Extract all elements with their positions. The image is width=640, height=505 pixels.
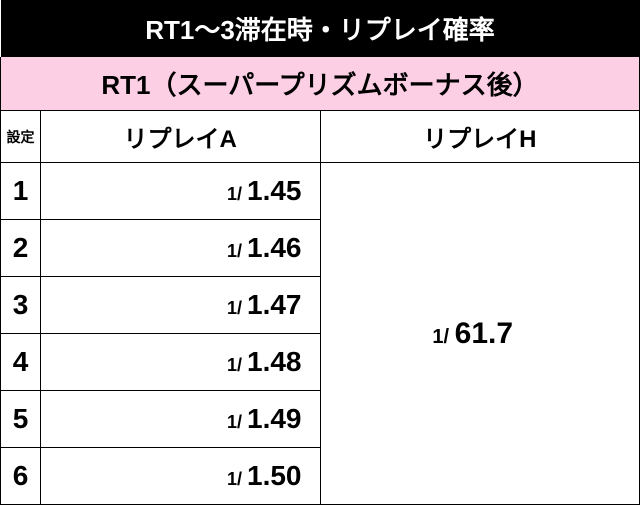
replay-a-value: 1/ 1.50 <box>40 448 320 505</box>
value-prefix: 1/ <box>227 355 247 375</box>
value-number: 61.7 <box>455 317 513 350</box>
value-prefix: 1/ <box>227 184 247 204</box>
subtitle-row: RT1（スーパープリズムボーナス後） <box>1 57 640 111</box>
table-title: RT1～3滞在時・リプレイ確率 <box>1 0 640 57</box>
value-number: 1.49 <box>247 403 302 434</box>
value-prefix: 1/ <box>227 412 247 432</box>
table-subtitle: RT1（スーパープリズムボーナス後） <box>1 57 640 111</box>
value-prefix: 1/ <box>227 241 247 261</box>
value-prefix: 1/ <box>432 326 454 348</box>
replay-a-value: 1/ 1.49 <box>40 391 320 448</box>
value-prefix: 1/ <box>227 469 247 489</box>
setting-value: 3 <box>1 277 41 334</box>
header-replay-h: リプレイH <box>320 111 640 163</box>
setting-value: 5 <box>1 391 41 448</box>
value-number: 1.50 <box>247 460 302 491</box>
replay-a-value: 1/ 1.48 <box>40 334 320 391</box>
setting-value: 2 <box>1 220 41 277</box>
title-row: RT1～3滞在時・リプレイ確率 <box>1 0 640 57</box>
value-number: 1.48 <box>247 346 302 377</box>
setting-value: 6 <box>1 448 41 505</box>
setting-value: 4 <box>1 334 41 391</box>
replay-a-value: 1/ 1.47 <box>40 277 320 334</box>
value-number: 1.45 <box>247 175 302 206</box>
replay-a-value: 1/ 1.46 <box>40 220 320 277</box>
replay-h-value: 1/ 61.7 <box>320 163 640 505</box>
setting-value: 1 <box>1 163 41 220</box>
header-setting: 設定 <box>1 111 41 163</box>
value-prefix: 1/ <box>227 298 247 318</box>
value-number: 1.47 <box>247 289 302 320</box>
value-number: 1.46 <box>247 232 302 263</box>
table-row: 1 1/ 1.45 1/ 61.7 <box>1 163 640 220</box>
header-replay-a: リプレイA <box>40 111 320 163</box>
replay-a-value: 1/ 1.45 <box>40 163 320 220</box>
replay-probability-table: RT1～3滞在時・リプレイ確率 RT1（スーパープリズムボーナス後） 設定 リプ… <box>0 0 640 505</box>
header-row: 設定 リプレイA リプレイH <box>1 111 640 163</box>
